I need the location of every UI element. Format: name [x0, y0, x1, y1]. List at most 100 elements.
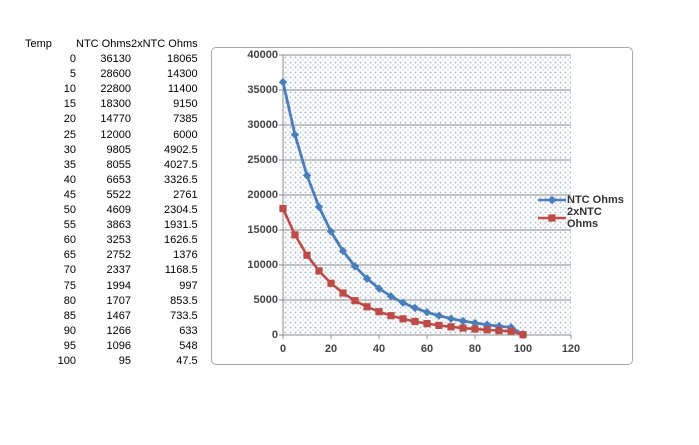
legend-item-2xntc[interactable]: 2xNTC Ohms: [538, 206, 632, 230]
cell-2xntc[interactable]: 47.5: [176, 354, 198, 367]
table-row: 35 8055 4027.5: [25, 158, 198, 173]
table-row: 65 2752 1376: [25, 248, 198, 263]
cell-ntc[interactable]: 9805: [106, 143, 131, 156]
cell-temp[interactable]: 60: [63, 234, 76, 247]
cell-2xntc[interactable]: 2304.5: [163, 204, 198, 217]
cell-2xntc[interactable]: 7385: [173, 113, 198, 126]
table-row: 10 22800 11400: [25, 82, 198, 97]
cell-temp[interactable]: 45: [63, 188, 76, 201]
table-row: 60 3253 1626.5: [25, 233, 198, 248]
cell-ntc[interactable]: 4609: [106, 204, 131, 217]
cell-temp[interactable]: 80: [63, 294, 76, 307]
cell-ntc[interactable]: 5522: [106, 188, 131, 201]
cell-temp[interactable]: 40: [63, 173, 76, 186]
cell-temp[interactable]: 20: [63, 113, 76, 126]
y-tick-label: 15000: [247, 224, 278, 236]
cell-ntc[interactable]: 1266: [106, 324, 131, 337]
x-tick-label: 20: [324, 343, 338, 355]
cell-ntc[interactable]: 2752: [106, 249, 131, 262]
table-row: 20 14770 7385: [25, 112, 198, 127]
cell-ntc[interactable]: 3253: [106, 234, 131, 247]
cell-2xntc[interactable]: 2761: [173, 188, 198, 201]
y-tick-label: 35000: [247, 84, 278, 96]
cell-2xntc[interactable]: 4027.5: [163, 158, 198, 171]
table-header-row: Temp NTC Ohms 2xNTC Ohms: [25, 37, 198, 52]
col-header-2xntc[interactable]: 2xNTC Ohms: [131, 38, 198, 50]
legend-marker-2xntc-icon: [538, 214, 566, 222]
col-header-temp[interactable]: Temp: [25, 38, 52, 50]
x-tick-label: 100: [513, 343, 533, 355]
cell-ntc[interactable]: 2337: [106, 264, 131, 277]
legend-marker-ntc-icon: [538, 195, 566, 205]
y-axis-labels: 0 5000 10000 15000 20000 25000 30000 35000 40000: [212, 49, 278, 341]
cell-ntc[interactable]: 22800: [100, 83, 131, 96]
cell-2xntc[interactable]: 633: [179, 324, 198, 337]
cell-ntc[interactable]: 28600: [100, 68, 131, 81]
y-tick-label: 5000: [253, 294, 278, 306]
y-tick-label: 0: [271, 329, 278, 341]
cell-temp[interactable]: 65: [63, 249, 76, 262]
table-body: 0 36130 18065 5 28600 14300 10 22800 11400 15 1830…: [25, 52, 198, 369]
legend-label-ntc: NTC Ohms: [567, 194, 624, 206]
cell-temp[interactable]: 95: [63, 339, 76, 352]
cell-temp[interactable]: 15: [63, 98, 76, 111]
y-tick-label: 30000: [247, 119, 278, 131]
cell-ntc[interactable]: 14770: [100, 113, 131, 126]
table-row: 40 6653 3326.5: [25, 173, 198, 188]
data-table: Temp NTC Ohms 2xNTC Ohms 0 36130 18065 5 286…: [25, 37, 198, 369]
table-header: Temp NTC Ohms 2xNTC Ohms: [25, 37, 198, 52]
x-tick-label: 0: [279, 343, 287, 355]
x-tick-label: 80: [468, 343, 482, 355]
y-tick-label: 20000: [247, 189, 278, 201]
legend: NTC Ohms 2xNTC Ohms: [538, 191, 632, 230]
cell-2xntc[interactable]: 4902.5: [163, 143, 198, 156]
table-row: 90 1266 633: [25, 324, 198, 339]
cell-2xntc[interactable]: 1376: [173, 249, 198, 262]
cell-temp[interactable]: 5: [69, 68, 76, 81]
cell-2xntc[interactable]: 1931.5: [163, 219, 198, 232]
legend-item-ntc[interactable]: NTC Ohms: [538, 191, 632, 209]
cell-2xntc[interactable]: 14300: [167, 68, 198, 81]
cell-ntc[interactable]: 12000: [100, 128, 131, 141]
cell-2xntc[interactable]: 9150: [173, 98, 198, 111]
cell-temp[interactable]: 70: [63, 264, 76, 277]
cell-ntc[interactable]: 1707: [106, 294, 131, 307]
cell-temp[interactable]: 55: [63, 219, 76, 232]
chart[interactable]: 0 5000 10000 15000 20000 25000 30000 35000 40000…: [211, 47, 633, 365]
cell-ntc[interactable]: 3863: [106, 219, 131, 232]
cell-ntc[interactable]: 1994: [106, 279, 131, 292]
cell-ntc[interactable]: 95: [118, 354, 131, 367]
cell-temp[interactable]: 100: [57, 354, 76, 367]
cell-ntc[interactable]: 6653: [106, 173, 131, 186]
cell-2xntc[interactable]: 11400: [167, 83, 198, 96]
cell-2xntc[interactable]: 997: [179, 279, 198, 292]
x-axis-labels: 0 20 40 60 80 100 120: [280, 342, 580, 356]
y-tick-label: 25000: [247, 154, 278, 166]
col-header-ntc[interactable]: NTC Ohms: [76, 38, 131, 50]
cell-2xntc[interactable]: 733.5: [170, 309, 198, 322]
table-row: 50 4609 2304.5: [25, 203, 198, 218]
cell-2xntc[interactable]: 18065: [167, 53, 198, 66]
cell-temp[interactable]: 90: [63, 324, 76, 337]
cell-2xntc[interactable]: 3326.5: [163, 173, 198, 186]
cell-ntc[interactable]: 1467: [106, 309, 131, 322]
cell-temp[interactable]: 0: [69, 53, 76, 66]
cell-temp[interactable]: 85: [63, 309, 76, 322]
cell-2xntc[interactable]: 6000: [173, 128, 198, 141]
cell-ntc[interactable]: 36130: [100, 53, 131, 66]
cell-temp[interactable]: 50: [63, 204, 76, 217]
cell-temp[interactable]: 75: [63, 279, 76, 292]
cell-ntc[interactable]: 1096: [106, 339, 131, 352]
cell-ntc[interactable]: 18300: [100, 98, 131, 111]
cell-temp[interactable]: 35: [63, 158, 76, 171]
cell-2xntc[interactable]: 1168.5: [164, 264, 198, 277]
cell-temp[interactable]: 25: [63, 128, 76, 141]
cell-2xntc[interactable]: 853.5: [170, 294, 198, 307]
table-row: 45 5522 2761: [25, 188, 198, 203]
cell-2xntc[interactable]: 1626.5: [163, 234, 198, 247]
cell-temp[interactable]: 30: [63, 143, 76, 156]
cell-2xntc[interactable]: 548: [179, 339, 198, 352]
cell-temp[interactable]: 10: [63, 83, 76, 96]
cell-ntc[interactable]: 8055: [106, 158, 131, 171]
table-row: 55 3863 1931.5: [25, 218, 198, 233]
